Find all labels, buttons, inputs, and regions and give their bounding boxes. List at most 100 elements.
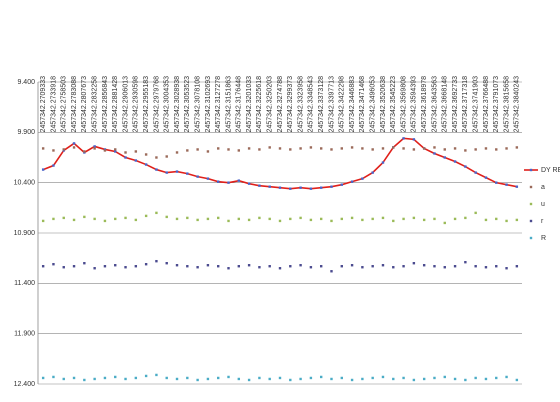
data-point bbox=[237, 217, 241, 221]
data-point bbox=[443, 375, 446, 379]
y-tick-label: 9.900 bbox=[17, 129, 35, 136]
data-point bbox=[258, 216, 261, 220]
data-point bbox=[268, 265, 271, 268]
data-point bbox=[217, 216, 220, 220]
data-point bbox=[144, 163, 148, 166]
data-point bbox=[247, 218, 251, 222]
data-point bbox=[309, 187, 313, 190]
data-point bbox=[361, 177, 364, 180]
data-point bbox=[41, 219, 45, 223]
data-point bbox=[83, 378, 86, 382]
data-point bbox=[464, 216, 467, 220]
data-point bbox=[371, 148, 374, 151]
data-point bbox=[402, 376, 405, 380]
data-point bbox=[134, 218, 138, 222]
x-tick-label: 2457342.3201033 bbox=[246, 76, 253, 133]
data-point bbox=[144, 214, 148, 218]
legend-label: DY REG bbox=[541, 167, 560, 174]
legend-label: R bbox=[541, 235, 546, 242]
data-point bbox=[155, 373, 158, 377]
data-point bbox=[402, 265, 405, 268]
data-point bbox=[381, 375, 385, 379]
data-point bbox=[412, 148, 416, 151]
x-tick-label: 2457342.2955183 bbox=[143, 76, 150, 133]
data-point bbox=[62, 148, 65, 151]
data-point bbox=[62, 216, 65, 220]
data-point bbox=[309, 376, 313, 380]
x-tick-label: 2457342.3618978 bbox=[421, 76, 428, 133]
data-point bbox=[299, 264, 302, 267]
data-point bbox=[52, 164, 55, 167]
data-point bbox=[381, 264, 385, 267]
data-point bbox=[237, 149, 241, 152]
data-point bbox=[196, 378, 199, 382]
data-point bbox=[289, 378, 292, 382]
series-line bbox=[42, 137, 518, 190]
x-tick-label: 2457342.3397713 bbox=[328, 76, 335, 133]
data-point bbox=[114, 148, 117, 151]
legend-marker bbox=[529, 219, 533, 223]
x-tick-label: 2457342.3274788 bbox=[277, 76, 284, 133]
data-point bbox=[258, 376, 261, 380]
x-tick-label: 2457342.3545223 bbox=[390, 76, 397, 133]
x-tick-label: 2457342.3446883 bbox=[349, 76, 356, 133]
data-point bbox=[196, 175, 199, 178]
data-point bbox=[443, 266, 446, 269]
data-point bbox=[340, 376, 343, 380]
data-point bbox=[350, 216, 354, 220]
data-point bbox=[52, 217, 55, 221]
data-point bbox=[196, 148, 199, 151]
data-point bbox=[258, 184, 261, 187]
data-point bbox=[350, 378, 354, 382]
data-point bbox=[422, 264, 426, 267]
data-point bbox=[412, 262, 416, 265]
data-point bbox=[289, 187, 292, 190]
legend-label: r bbox=[541, 218, 544, 225]
y-tick-label: 10.400 bbox=[14, 180, 36, 187]
data-point bbox=[371, 171, 374, 174]
data-point bbox=[350, 146, 354, 149]
data-point bbox=[41, 376, 45, 380]
data-point bbox=[392, 377, 395, 381]
data-point bbox=[484, 218, 488, 222]
data-point bbox=[103, 149, 107, 152]
data-point bbox=[278, 267, 282, 270]
y-tick-label: 11.400 bbox=[14, 280, 35, 287]
data-point bbox=[433, 146, 436, 149]
data-point bbox=[515, 378, 519, 382]
data-point bbox=[278, 376, 282, 380]
data-point bbox=[62, 266, 65, 269]
data-point bbox=[299, 186, 302, 189]
data-point bbox=[381, 161, 385, 164]
data-point bbox=[392, 219, 395, 223]
data-point bbox=[464, 378, 467, 382]
data-point bbox=[237, 377, 241, 381]
data-point bbox=[505, 219, 508, 223]
data-point bbox=[515, 146, 519, 149]
x-tick-label: 2457342.2906013 bbox=[122, 76, 129, 133]
data-point bbox=[41, 168, 45, 171]
x-tick-label: 2457342.3348543 bbox=[308, 76, 315, 133]
data-point bbox=[340, 265, 343, 268]
data-point bbox=[206, 150, 210, 153]
x-tick-label: 2457342.3520638 bbox=[380, 76, 387, 133]
data-point bbox=[330, 219, 333, 223]
x-tick-label: 2457342.2930598 bbox=[133, 76, 140, 133]
data-point bbox=[433, 376, 436, 380]
data-point bbox=[340, 147, 343, 150]
data-point bbox=[361, 218, 364, 222]
data-point bbox=[453, 377, 457, 381]
data-point bbox=[464, 165, 467, 168]
data-point bbox=[484, 266, 488, 269]
data-point bbox=[217, 376, 220, 380]
x-tick-label: 2457342.3668148 bbox=[442, 76, 449, 133]
data-point bbox=[330, 270, 333, 273]
data-point bbox=[340, 183, 343, 186]
data-point bbox=[165, 155, 168, 158]
x-tick-label: 2457342.3766488 bbox=[483, 76, 490, 133]
x-tick-label: 2457342.3102693 bbox=[205, 76, 212, 133]
x-tick-label: 2457342.3496053 bbox=[370, 76, 377, 133]
x-tick-label: 2457342.3250203 bbox=[267, 76, 274, 133]
data-point bbox=[175, 264, 179, 267]
data-point bbox=[464, 260, 467, 264]
